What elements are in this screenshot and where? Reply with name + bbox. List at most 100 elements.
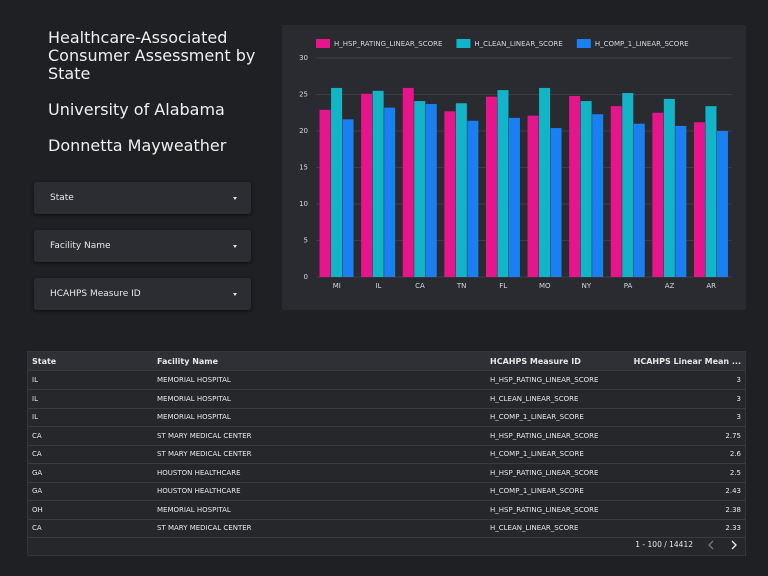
filter-label: HCAHPS Measure ID <box>50 289 141 299</box>
table-cell: 3 <box>736 376 741 384</box>
table-cell: MEMORIAL HOSPITAL <box>157 413 231 421</box>
bar <box>497 90 509 278</box>
bar <box>592 114 604 278</box>
bar <box>663 98 675 277</box>
table-cell: H_HSP_RATING_LINEAR_SCORE <box>490 468 599 477</box>
filter-label: Facility Name <box>50 241 111 251</box>
report-subtitle: University of Alabama <box>48 100 225 119</box>
table-cell: H_CLEAN_LINEAR_SCORE <box>490 394 579 403</box>
bar <box>444 111 456 277</box>
table-cell: 3 <box>736 413 741 421</box>
bar <box>705 106 717 278</box>
legend-label: H_CLEAN_LINEAR_SCORE <box>474 40 562 48</box>
table-cell: H_HSP_RATING_LINEAR_SCORE <box>490 376 599 384</box>
filter-label: State <box>50 193 74 203</box>
table-cell: GA <box>32 468 43 477</box>
table-row: OH MEMORIAL HOSPITAL H_HSP_RATING_LINEAR_S… <box>28 501 745 520</box>
bar <box>342 119 354 277</box>
bar <box>569 95 581 278</box>
x-tick-label: IL <box>375 282 381 290</box>
prev-page[interactable] <box>708 540 714 550</box>
legend-swatch <box>456 39 471 48</box>
table-row: GA HOUSTON HEALTHCARE H_HSP_RATING_LINEAR_… <box>28 464 745 483</box>
table-cell: H_COMP_1_LINEAR_SCORE <box>490 487 584 495</box>
table-cell: 2.6 <box>729 450 741 458</box>
table-cell: 2.43 <box>725 487 741 495</box>
bar <box>633 123 645 277</box>
table-cell: Facility Name <box>157 357 219 366</box>
report-author: Donnetta Mayweather <box>48 136 227 155</box>
data-table: 1 - 100 / 14412 State Facility Name HCAHPS… <box>27 351 746 556</box>
bar <box>652 112 664 277</box>
table-cell: MEMORIAL HOSPITAL <box>157 394 231 403</box>
y-tick-label: 5 <box>304 237 308 245</box>
bar <box>675 125 687 277</box>
bar <box>402 87 414 278</box>
table-cell: H_HSP_RATING_LINEAR_SCORE <box>490 505 599 514</box>
filter-dropdown[interactable]: Facility Name <box>34 230 251 262</box>
table-cell: 3 <box>736 394 741 403</box>
table-cell: 2.33 <box>725 524 741 532</box>
table-row: CA ST MARY MEDICAL CENTER H_CLEAN_LINEAR_S… <box>28 519 745 538</box>
bar <box>693 122 705 278</box>
bar <box>539 87 551 278</box>
bar <box>414 101 426 277</box>
chart-panel: 0 5 10 15 20 25 30 H_HSP_RATING_LINEAR_SCORE H_C… <box>282 25 746 310</box>
table-cell: 2.5 <box>729 468 741 477</box>
x-tick-label: FL <box>499 282 507 290</box>
x-tick-label: MI <box>333 282 341 290</box>
bar <box>527 115 539 277</box>
table-cell: H_CLEAN_LINEAR_SCORE <box>490 524 579 532</box>
table-row: IL MEMORIAL HOSPITAL H_HSP_RATING_LINEAR_S… <box>28 371 745 390</box>
bar <box>622 93 634 277</box>
table-cell: HOUSTON HEALTHCARE <box>157 468 241 477</box>
table-cell: GA <box>32 487 43 495</box>
x-tick-label: NY <box>582 282 592 290</box>
table-cell: H_COMP_1_LINEAR_SCORE <box>490 413 584 421</box>
y-tick-label: 10 <box>299 200 308 208</box>
table-cell: 2.75 <box>725 431 741 440</box>
bar <box>716 131 728 277</box>
bar <box>485 96 497 277</box>
bar <box>319 109 331 277</box>
table-cell: IL <box>32 394 38 403</box>
legend-swatch <box>316 39 330 48</box>
table-cell: ST MARY MEDICAL CENTER <box>157 450 252 458</box>
table-cell: CA <box>32 450 42 458</box>
bar <box>580 101 592 277</box>
table-cell: HCAHPS Linear Mean ... <box>633 357 741 366</box>
table-cell: ST MARY MEDICAL CENTER <box>157 524 252 532</box>
bar <box>508 117 520 277</box>
bar <box>455 103 467 277</box>
table-header: State Facility Name HCAHPS Measure ID HCAHP… <box>28 352 745 371</box>
bar <box>372 90 384 277</box>
bar <box>361 93 373 278</box>
bar <box>384 107 396 277</box>
table-cell: IL <box>32 413 38 421</box>
table-cell: H_HSP_RATING_LINEAR_SCORE <box>490 431 599 440</box>
table-cell: MEMORIAL HOSPITAL <box>157 376 231 384</box>
y-tick-label: 25 <box>299 91 308 99</box>
table-cell: State <box>32 357 57 366</box>
bar <box>467 120 479 277</box>
bar <box>610 106 622 278</box>
table-row: CA ST MARY MEDICAL CENTER H_HSP_RATING_LIN… <box>28 427 745 446</box>
table-row: IL MEMORIAL HOSPITAL H_COMP_1_LINEAR_SCORE… <box>28 408 745 427</box>
legend-label: H_HSP_RATING_LINEAR_SCORE <box>334 40 442 48</box>
x-tick-label: TN <box>456 282 467 290</box>
bar <box>331 87 343 278</box>
pagination-nav <box>708 540 737 550</box>
x-tick-label: MO <box>539 282 551 290</box>
legend-label: H_COMP_1_LINEAR_SCORE <box>595 40 689 48</box>
filter-dropdown[interactable]: HCAHPS Measure ID <box>34 278 251 310</box>
next-page[interactable] <box>731 540 737 550</box>
filter-dropdown[interactable]: State <box>34 182 251 214</box>
bar <box>425 103 437 278</box>
y-tick-label: 20 <box>299 127 308 135</box>
y-tick-label: 30 <box>299 54 308 62</box>
x-tick-label: PA <box>624 282 633 290</box>
table-row: CA ST MARY MEDICAL CENTER H_COMP_1_LINEAR_… <box>28 445 745 464</box>
table-cell: 2.38 <box>725 505 741 514</box>
x-tick-label: AZ <box>665 282 675 290</box>
